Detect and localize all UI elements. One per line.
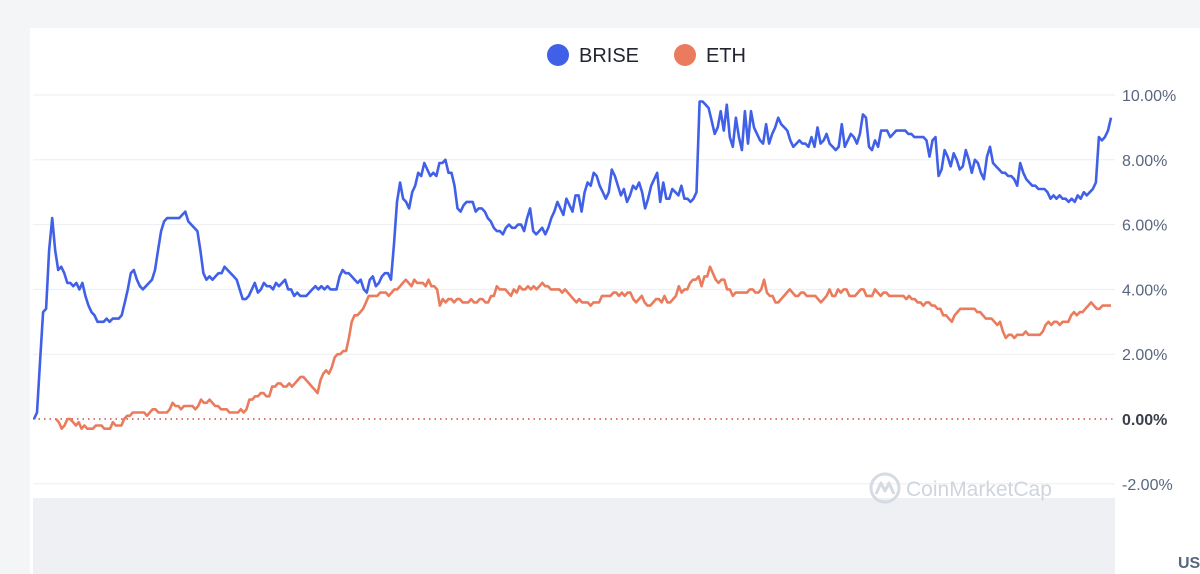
y-tick-label: 8.00% [1122,153,1167,170]
y-tick-label: 6.00% [1122,218,1167,235]
legend-item-brise[interactable]: BRISE [547,44,639,67]
chart-svg: BRISE ETH CoinMarketCap 10.00% 8.00% 6.00%… [32,44,1200,574]
legend-dot-eth [674,44,696,66]
watermark-text: CoinMarketCap [906,478,1052,501]
legend-label-brise: BRISE [579,45,639,67]
legend-label-eth: ETH [706,45,746,67]
y-tick-label: 10.00% [1122,88,1176,105]
y-tick-label: 4.00% [1122,282,1167,299]
y-axis-ticks: 10.00% 8.00% 6.00% 4.00% 2.00% 0.00% -2.00% [1122,88,1176,494]
coinmarketcap-logo-icon [869,472,901,504]
grid-lines [33,94,1115,485]
coinmarketcap-logo-wave-icon [874,481,896,495]
chart-panel: BRISE ETH CoinMarketCap 10.00% 8.00% 6.00%… [30,28,1200,574]
legend: BRISE ETH [547,44,746,67]
legend-item-eth[interactable]: ETH [674,44,746,67]
volume-area [33,498,1115,574]
series-line-eth[interactable] [55,265,1111,431]
currency-label: US [1178,555,1200,572]
series-line-brise[interactable] [32,100,1113,420]
y-tick-label: 2.00% [1122,347,1167,364]
series-lines [32,100,1113,431]
y-tick-label: 0.00% [1122,412,1167,429]
volume-bars [33,498,1115,574]
legend-dot-brise [547,44,569,66]
watermark: CoinMarketCap [869,472,1052,504]
y-tick-label: -2.00% [1122,477,1173,494]
